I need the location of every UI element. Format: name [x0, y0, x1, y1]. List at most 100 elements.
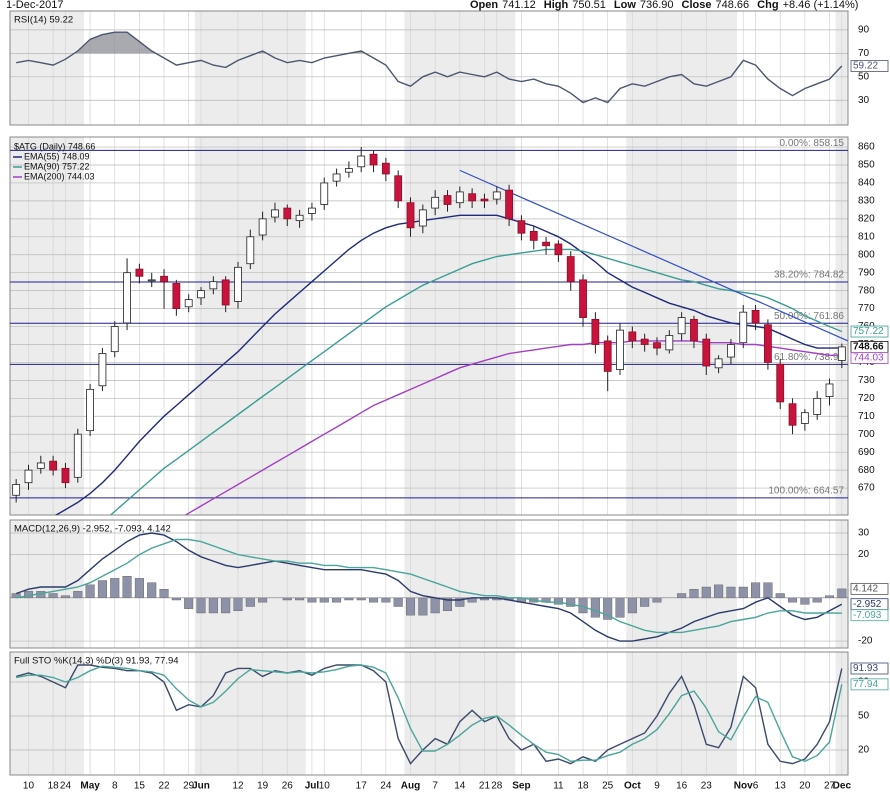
candle-body [837, 346, 846, 361]
month-band [194, 11, 306, 125]
candle-body [123, 272, 131, 324]
y-tick-label: 730 [858, 375, 875, 386]
series-line [15, 532, 843, 642]
legend-label: EMA(90) 757.22 [24, 161, 90, 171]
histogram-bar [590, 597, 600, 618]
x-tick-label: 18 [48, 781, 60, 792]
panel-title: Full STO %K(14,3) %D(3) 91.93, 77.94 [14, 656, 179, 667]
histogram-bar [406, 597, 416, 616]
candle-body [344, 168, 353, 173]
x-tick-label: 13 [775, 781, 787, 792]
value-tag: 4.142 [853, 584, 878, 595]
series-line [16, 538, 842, 634]
candle-body [739, 311, 748, 344]
plot [16, 31, 843, 104]
histogram-bar [356, 597, 366, 601]
candle-body [616, 329, 624, 371]
candle-body [147, 279, 156, 282]
x-tick-label: 6 [753, 781, 759, 792]
candle-body [418, 209, 427, 227]
y-tick-label: 790 [858, 267, 875, 278]
x-tick-label: Aug [401, 781, 420, 792]
panel-title: RSI(14) 59.22 [14, 15, 73, 26]
quote-value: +8.46 (+1.14%) [783, 0, 859, 11]
histogram-bar [640, 597, 650, 607]
quote-name: Close [682, 0, 712, 11]
x-tick-label: Nov [734, 781, 753, 792]
value-tag-box [850, 325, 889, 338]
plot [16, 664, 843, 765]
y-tick-label: 710 [858, 411, 875, 422]
value-tag: 757.22 [853, 326, 884, 337]
panel: 805020Full STO %K(14,3) %D(3) 91.93, 77.… [9, 651, 889, 776]
y-tick-label: 860 [858, 142, 875, 153]
x-tick-label: May [80, 781, 100, 792]
candle-body [172, 283, 181, 309]
histogram-bar [714, 584, 724, 599]
value-tag: 91.93 [853, 663, 878, 674]
x-tick-label: 9 [654, 781, 660, 792]
candle-body [702, 338, 711, 367]
histogram-bar [726, 586, 736, 599]
histogram-bar [825, 595, 835, 599]
month-band [194, 520, 306, 648]
value-tag-box [850, 60, 889, 72]
histogram-bar [701, 586, 711, 599]
x-tick-label: 23 [701, 781, 713, 792]
candle-body [184, 299, 193, 308]
candle-body [825, 383, 834, 397]
x-tick-label: 29 [183, 781, 195, 792]
histogram-bar [159, 588, 169, 599]
histogram-bar [48, 593, 58, 599]
panel-frame [9, 136, 849, 516]
fib-label: 38.20%: 784.82 [774, 270, 844, 281]
candle-body [603, 340, 612, 372]
y-tick-label: 50 [858, 71, 870, 82]
histogram-bar [775, 593, 785, 599]
candle-body [234, 266, 242, 302]
value-tag: 748.66 [853, 342, 884, 353]
candle-body [690, 318, 698, 342]
candle-body [110, 326, 119, 353]
y-tick-label: 20 [858, 745, 870, 756]
candle-body [677, 317, 686, 335]
histogram-bar [122, 576, 132, 599]
x-tick-label: 24 [380, 781, 392, 792]
plot: 0.00%: 858.15 38.20%: 784.82 50.00%: 761.8… [10, 138, 848, 515]
histogram-bar [295, 597, 305, 601]
candle-body [332, 173, 341, 182]
histogram-bar [381, 597, 391, 603]
histogram-bar [147, 582, 157, 599]
quote-name: High [544, 0, 569, 11]
series-line [54, 214, 842, 515]
fib-label: 100.00%: 664.57 [768, 485, 844, 496]
candle-body [468, 193, 477, 202]
histogram-bar [751, 582, 761, 599]
panel: 6706806907007107207307407507607707807908… [9, 136, 889, 516]
quote-name: Chg [757, 0, 778, 11]
x-tick-label: 19 [257, 781, 269, 792]
candle-body [36, 462, 45, 469]
histogram-bar [788, 597, 798, 603]
histogram-bar [208, 597, 218, 614]
histogram-bar [233, 597, 243, 612]
y-tick-label: 90 [858, 25, 870, 36]
y-tick-label: 770 [858, 303, 875, 314]
value-tag-box [850, 582, 889, 595]
y-tick-label: 820 [858, 213, 875, 224]
candle-body [727, 344, 735, 358]
candle-body [197, 290, 205, 299]
histogram-bar [110, 578, 120, 599]
x-tick-label: 18 [577, 781, 589, 792]
candle-body [751, 309, 760, 324]
candle-body [258, 218, 267, 236]
y-tick-label: 50 [858, 711, 870, 722]
series-line [16, 664, 843, 765]
y-tick-label: 850 [858, 160, 875, 171]
x-tick-label: Sep [512, 781, 530, 792]
x-tick-label: 25 [602, 781, 614, 792]
fib-label: 0.00%: 858.15 [780, 138, 845, 149]
histogram-bar [97, 580, 107, 599]
histogram-bar [677, 593, 687, 599]
